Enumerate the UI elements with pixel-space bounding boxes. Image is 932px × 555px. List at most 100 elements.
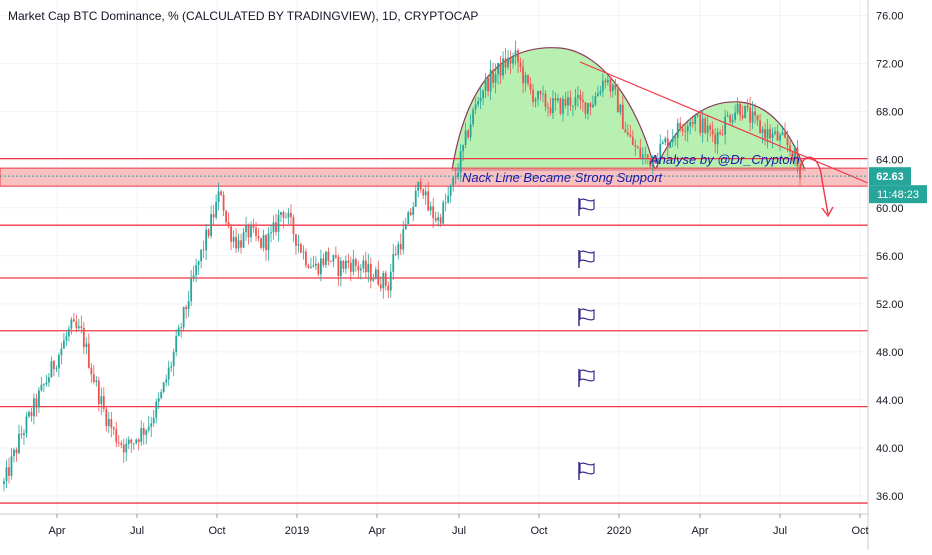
candle-body (444, 202, 447, 204)
candle-body (729, 115, 732, 123)
candle-body (696, 114, 699, 116)
candle-body (759, 120, 761, 134)
candle-body (651, 156, 654, 167)
candle-body (484, 78, 487, 91)
candle-body (736, 103, 739, 113)
candle-body (65, 336, 68, 341)
candle-body (165, 379, 168, 383)
flag-icon (579, 369, 595, 382)
candle-body (257, 235, 260, 239)
y-tick-label: 60.00 (876, 203, 904, 215)
x-tick-label: Oct (851, 525, 868, 537)
candle-body (182, 306, 185, 328)
candle-body (232, 236, 235, 242)
candle-body (719, 132, 722, 134)
candle-body (726, 115, 729, 117)
candle-body (661, 142, 664, 144)
candle-body (769, 129, 771, 138)
candle-body (529, 83, 532, 90)
candle-body (334, 255, 337, 258)
candle-body (512, 56, 514, 64)
candle-body (352, 259, 355, 272)
candle-body (172, 351, 175, 367)
x-tick-label: Apr (48, 525, 65, 537)
analyst-annotation: Analyse by @Dr_Cryptoin (649, 152, 800, 167)
candle-body (564, 98, 567, 106)
candle-body (80, 326, 83, 328)
candle-body (654, 156, 657, 164)
candle-body (125, 443, 128, 453)
candle-body (756, 115, 759, 121)
candle-body (90, 367, 93, 375)
candle-body (297, 244, 300, 246)
candle-body (260, 238, 262, 248)
candle-body (537, 91, 539, 100)
candle-body (87, 343, 90, 368)
candle-body (247, 225, 250, 238)
y-tick-label: 64.00 (876, 155, 904, 167)
candle-body (140, 427, 143, 442)
candle-body (711, 129, 714, 135)
candle-body (315, 263, 317, 266)
candle-body (252, 225, 255, 228)
candle-body (539, 91, 542, 95)
candle-body (372, 278, 375, 281)
candle-body (419, 181, 422, 190)
candle-body (387, 285, 390, 291)
candle-body (494, 74, 497, 83)
candle-body (327, 251, 330, 262)
candle-body (384, 272, 387, 286)
flag-icon (579, 198, 595, 211)
candle-body (786, 137, 789, 146)
candle-body (704, 118, 707, 133)
candle-body (497, 62, 499, 75)
neckline-annotation: Nack Line Became Strong Support (462, 170, 664, 185)
candle-body (167, 367, 170, 380)
candle-body (514, 50, 517, 57)
candle-body (724, 116, 727, 135)
candle-body (235, 236, 237, 249)
candle-body (275, 222, 277, 232)
candle-body (70, 319, 73, 329)
candle-body (312, 265, 315, 267)
candle-body (574, 97, 577, 106)
candle-body (784, 132, 786, 138)
candle-body (120, 443, 123, 445)
flag-icon (579, 250, 595, 263)
candle-body (43, 384, 45, 385)
candle-body (666, 138, 669, 148)
candle-body (439, 217, 442, 224)
candle-body (25, 416, 28, 434)
candle-body (362, 260, 365, 269)
candle-body (796, 147, 799, 167)
candle-body (434, 218, 437, 221)
candle-body (532, 89, 534, 102)
candle-body (549, 107, 552, 114)
candle-body (245, 225, 247, 233)
candle-body (567, 97, 569, 106)
candle-body (57, 355, 60, 369)
candle-body (100, 396, 103, 404)
candle-body (636, 146, 639, 149)
candle-body (741, 115, 744, 118)
y-tick-label: 72.00 (876, 59, 904, 71)
candle-body (504, 58, 507, 68)
candle-body (13, 449, 15, 457)
candle-body (222, 195, 225, 211)
candle-body (487, 78, 489, 92)
candle-body (185, 306, 188, 309)
candle-body (290, 212, 292, 218)
candle-body (399, 243, 402, 250)
candle-body (397, 243, 400, 255)
candle-body (227, 222, 230, 227)
candle-body (634, 145, 637, 147)
candle-body (659, 143, 662, 160)
candle-body (671, 138, 674, 142)
candle-body (389, 271, 392, 291)
candle-body (709, 125, 712, 130)
candle-body (349, 262, 352, 272)
candle-body (649, 158, 652, 167)
candle-body (175, 336, 178, 352)
